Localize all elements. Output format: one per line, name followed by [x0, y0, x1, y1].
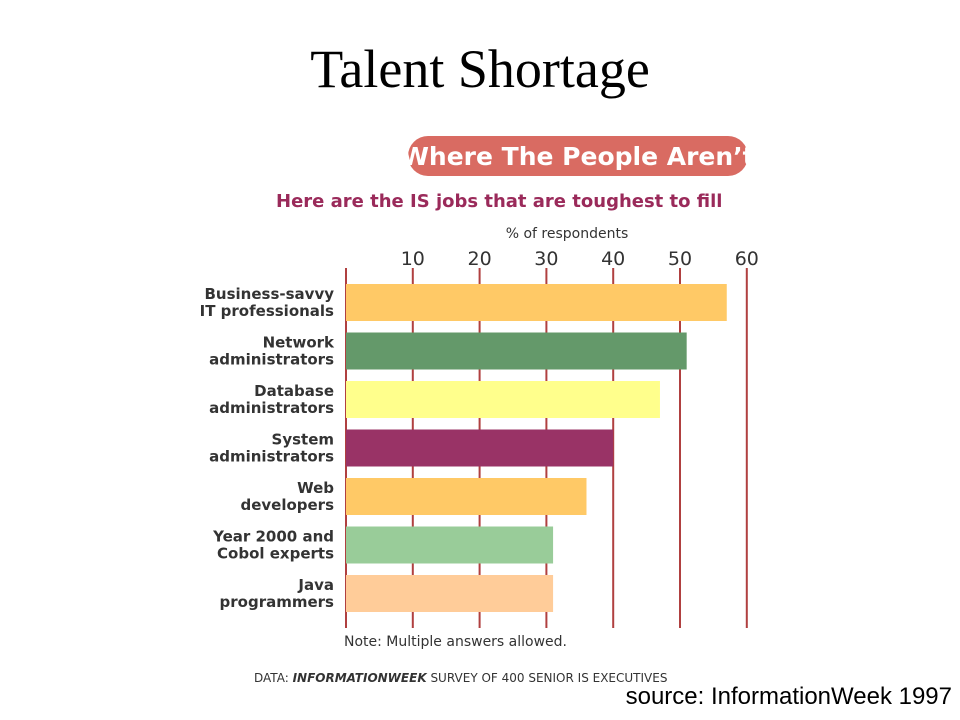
x-tick-label: 20	[468, 248, 492, 270]
category-label: Java programmers	[220, 576, 335, 611]
x-tick-labels: 10 20 30 40 50 60	[401, 248, 759, 270]
x-tick-label: 50	[668, 248, 692, 270]
category-label: Web developers	[240, 479, 334, 514]
data-credit-prefix: DATA:	[254, 671, 293, 685]
category-label: System administrators	[209, 431, 334, 466]
data-credit-publication: INFORMATIONWEEK	[293, 671, 429, 685]
slide-title: Talent Shortage	[310, 39, 650, 99]
category-labels: Business-savvy IT professionals Network adm…	[200, 285, 335, 611]
x-tick-label: 10	[401, 248, 425, 270]
category-label: Business-savvy IT professionals	[200, 285, 335, 320]
x-tick-label: 30	[534, 248, 558, 270]
bar	[346, 429, 614, 467]
bar	[346, 478, 587, 515]
category-label: Network administrators	[209, 334, 335, 369]
bar	[346, 332, 687, 370]
category-label: Year 2000 and Cobol experts	[212, 528, 334, 563]
chart-note: Note: Multiple answers allowed.	[344, 634, 567, 650]
bar	[346, 381, 660, 418]
bar	[346, 284, 727, 321]
data-credit-suffix: SURVEY OF 400 SENIOR IS EXECUTIVES	[427, 671, 668, 685]
chart-banner	[408, 136, 748, 176]
bars	[346, 284, 727, 612]
category-label: Database administrators	[209, 382, 334, 417]
chart-title: Here are the IS jobs that are toughest t…	[276, 191, 722, 212]
source-citation: source: InformationWeek 1997	[625, 683, 952, 710]
bar	[346, 526, 554, 564]
chart-banner-text: Where The People Aren’t	[401, 142, 754, 171]
x-axis-title: % of respondents	[506, 226, 629, 242]
x-tick-label: 40	[601, 248, 625, 270]
data-credit: DATA: INFORMATIONWEEK SURVEY OF 400 SENI…	[254, 671, 667, 685]
x-tick-label: 60	[735, 248, 759, 270]
bar	[346, 575, 554, 612]
